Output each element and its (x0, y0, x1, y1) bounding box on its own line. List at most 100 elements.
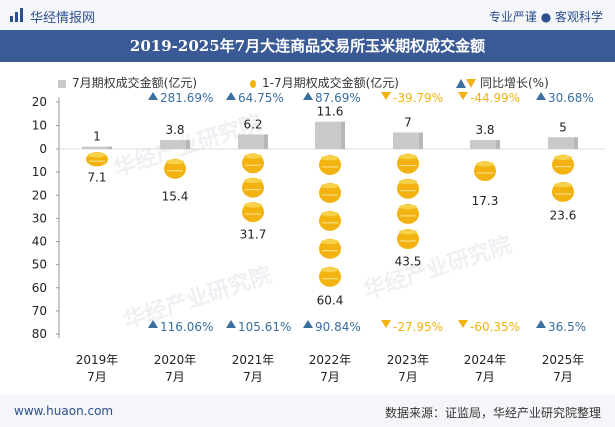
coin-mark (319, 266, 341, 287)
up-triangle-icon (456, 79, 466, 88)
coin-rim (88, 152, 106, 158)
y-tick-label: 10 (32, 165, 47, 179)
coin-mark (397, 178, 419, 199)
cumulative-value-label: 7.1 (87, 170, 106, 184)
logo-icon (10, 8, 24, 22)
yoy-monthly-label: 281.69% (160, 91, 213, 105)
category-label: 2025年 (542, 353, 585, 367)
monthly-bar-shade (186, 140, 190, 149)
coin-rim (399, 204, 417, 210)
coin-rim (321, 239, 339, 245)
coin-rim (554, 182, 572, 188)
cumulative-value-label: 43.5 (395, 255, 422, 269)
coin-mark (397, 153, 419, 174)
coin-rim (244, 178, 262, 184)
coin-rim (399, 229, 417, 235)
yoy-cumulative-label: 36.5% (548, 320, 586, 334)
data-source: 数据来源：证监局，华经产业研究院整理 (384, 406, 601, 420)
yoy-cumulative-label: -60.35% (470, 320, 520, 334)
up-triangle-icon (226, 320, 236, 328)
legend-label-yoy: 同比增长(%) (480, 76, 549, 90)
up-triangle-icon (226, 92, 236, 100)
monthly-bar-shade (108, 146, 112, 149)
coin-mark (474, 161, 496, 182)
yoy-cumulative-label: 105.61% (238, 320, 291, 334)
y-tick-label: 80 (32, 327, 47, 341)
coin-rim (244, 153, 262, 159)
monthly-value-label: 6.2 (243, 117, 262, 131)
category-label: 7月 (87, 370, 107, 384)
footer: www.huaon.com 数据来源：证监局，华经产业研究院整理 (0, 395, 615, 427)
yoy-cumulative-label: 90.84% (315, 320, 361, 334)
coin-rim (399, 154, 417, 160)
coin-rim (244, 202, 262, 208)
y-tick-label: 50 (32, 258, 47, 272)
legend-item-cumulative: 1-7月期权成交金额(亿元) (250, 74, 399, 91)
monthly-bar-shade (496, 140, 500, 149)
down-triangle-icon (381, 92, 391, 100)
y-tick-label: 0 (39, 142, 47, 156)
monthly-bar (548, 137, 578, 149)
coin-rim (321, 183, 339, 189)
category-label: 2022年 (309, 353, 352, 367)
monthly-value-label: 11.6 (317, 105, 344, 119)
coin-rim (321, 211, 339, 217)
cumulative-value-label: 15.4 (162, 190, 189, 204)
y-tick-label: 70 (32, 304, 47, 318)
brand-name: 华经情报网 (30, 11, 96, 26)
up-triangle-icon (148, 92, 158, 100)
site-url[interactable]: www.huaon.com (14, 404, 114, 418)
category-label: 2019年 (76, 353, 119, 367)
up-triangle-icon (536, 320, 546, 328)
category-label: 7月 (243, 370, 263, 384)
category-label: 7月 (165, 370, 185, 384)
monthly-bar (82, 146, 112, 149)
legend-label-monthly: 7月期权成交金额(亿元) (72, 76, 197, 90)
category-label: 2021年 (232, 353, 275, 367)
coin-icon (250, 79, 256, 88)
category-label: 7月 (553, 370, 573, 384)
up-triangle-icon (303, 92, 313, 100)
category-label: 2024年 (464, 353, 507, 367)
coin-mark (319, 154, 341, 175)
coin-mark (552, 154, 574, 175)
coin-rim (321, 267, 339, 273)
legend-item-monthly: 7月期权成交金额(亿元) (58, 74, 197, 91)
monthly-bar (393, 132, 423, 149)
monthly-value-label: 5 (559, 120, 567, 134)
coin-mark (319, 182, 341, 203)
coin-mark (397, 203, 419, 224)
yoy-cumulative-label: 116.06% (160, 320, 213, 334)
y-tick-label: 20 (32, 188, 47, 202)
down-triangle-icon (458, 320, 468, 328)
monthly-bar-shade (264, 134, 268, 149)
cumulative-value-label: 60.4 (317, 294, 344, 308)
coin-mark (319, 238, 341, 259)
coin-rim (554, 155, 572, 161)
monthly-value-label: 3.8 (475, 123, 494, 137)
cumulative-value-label: 31.7 (240, 227, 267, 241)
monthly-bar-shade (419, 132, 423, 149)
coin-mark (242, 153, 264, 174)
coin-mark (319, 210, 341, 231)
y-tick-label: 60 (32, 281, 47, 295)
legend-item-yoy: 同比增长(%) (456, 74, 549, 91)
cumulative-value-label: 17.3 (472, 194, 499, 208)
yoy-monthly-label: -44.99% (470, 91, 520, 105)
legend-label-cumulative: 1-7月期权成交金额(亿元) (262, 76, 399, 90)
up-triangle-icon (303, 320, 313, 328)
yoy-monthly-label: 64.75% (238, 91, 284, 105)
top-bar: 华经情报网 专业严谨 ● 客观科学 (0, 0, 615, 30)
down-triangle-icon (458, 92, 468, 100)
down-triangle-icon (381, 320, 391, 328)
y-tick-label: 20 (32, 95, 47, 109)
coin-mark (552, 181, 574, 202)
yoy-monthly-label: 30.68% (548, 91, 594, 105)
y-tick-label: 40 (32, 235, 47, 249)
y-tick-label: 10 (32, 119, 47, 133)
yoy-cumulative-label: -27.95% (393, 320, 443, 334)
monthly-value-label: 1 (93, 130, 101, 144)
monthly-value-label: 3.8 (165, 123, 184, 137)
category-label: 7月 (398, 370, 418, 384)
up-triangle-icon (536, 92, 546, 100)
